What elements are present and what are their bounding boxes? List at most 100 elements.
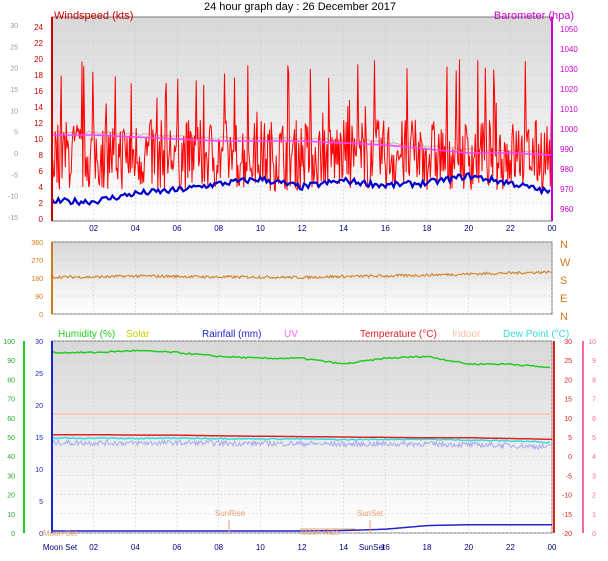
temperature-tick: 5: [568, 435, 572, 442]
barometer-tick: 1030: [560, 65, 578, 74]
windspeed-tick: 6: [39, 167, 44, 176]
x-tick-label: 22: [506, 543, 515, 552]
direction-tick: 360: [31, 240, 43, 247]
temperature-tick: 25: [564, 358, 572, 365]
windspeed-tick: 22: [34, 39, 43, 48]
windspeed-tick: 0: [39, 215, 44, 224]
x-tick-label: 00: [548, 224, 557, 233]
barometer-tick: 990: [560, 145, 574, 154]
x-tick-label: 20: [464, 224, 473, 233]
x-tick-label: 18: [423, 543, 432, 552]
windspeed-tick: 10: [34, 135, 43, 144]
uv-tick: 0: [592, 531, 596, 538]
barometer-tick: 1050: [560, 25, 578, 34]
left-outer-tick: -15: [8, 215, 18, 222]
uv-tick: 1: [592, 512, 596, 519]
x-tick-label: 08: [214, 543, 223, 552]
x-tick-label: 06: [173, 224, 182, 233]
barometer-tick: 1000: [560, 125, 578, 134]
legend-item: Solar: [126, 329, 150, 340]
x-tick-label: 10: [256, 224, 265, 233]
climate-panel-grid: [51, 340, 553, 534]
wind-average-line: [51, 171, 551, 207]
legend-item: Rainfall (mm): [202, 329, 261, 340]
x-tick-label: 16: [381, 224, 390, 233]
uv-tick: 4: [592, 454, 596, 461]
uv-tick: 10: [588, 339, 596, 346]
x-tick-label: 08: [214, 224, 223, 233]
humidity-tick: 30: [7, 473, 15, 480]
temperature-tick: -15: [562, 512, 572, 519]
x-tick-label: 02: [89, 543, 98, 552]
windspeed-tick: 14: [34, 103, 43, 112]
temperature-tick: 15: [564, 397, 572, 404]
x-tick-label: 10: [256, 543, 265, 552]
direction-tick: 90: [35, 294, 43, 301]
x-tick-label: 12: [298, 543, 307, 552]
rainfall-tick: 30: [35, 339, 43, 346]
legend-item: Indoor: [452, 329, 481, 340]
annotation-label: SunRise: [215, 509, 246, 518]
direction-tick: 180: [31, 276, 43, 283]
compass-tick: N: [560, 311, 568, 323]
windspeed-tick: 20: [34, 55, 43, 64]
x-tick-label: 14: [339, 543, 348, 552]
barometer-axis-title: Barometer (hpa): [494, 10, 574, 22]
left-outer-tick: 10: [10, 108, 18, 115]
grey-line: [51, 438, 552, 451]
temperature-tick: 0: [568, 454, 572, 461]
temperature-tick: 10: [564, 416, 572, 423]
uv-tick: 7: [592, 397, 596, 404]
climate-panel-series: [51, 349, 553, 532]
direction-tick: 270: [31, 258, 43, 265]
barometer-line: [52, 134, 553, 156]
humidity-tick: 40: [7, 454, 15, 461]
wind-direction-line: [51, 270, 552, 280]
x-tick-label: 00: [548, 543, 557, 552]
x-tick-label: 22: [506, 224, 515, 233]
compass-tick: W: [560, 257, 571, 269]
direction-tick: 0: [39, 312, 43, 319]
left-outer-tick: 0: [14, 151, 18, 158]
windspeed-tick: 8: [39, 151, 44, 160]
temperature-tick: -10: [562, 493, 572, 500]
climate-legend: Humidity (%) Solar Rainfall (mm) UV Temperat…: [58, 329, 569, 340]
moon-set-label: Moon Set: [43, 543, 78, 552]
uv-tick: 3: [592, 473, 596, 480]
compass-tick: N: [560, 239, 568, 251]
windspeed-tick: 4: [39, 183, 44, 192]
temperature-tick: -20: [562, 531, 572, 538]
legend-item: Humidity (%): [58, 329, 115, 340]
annotation-label: SunSet: [357, 509, 384, 518]
windspeed-tick: 18: [34, 71, 43, 80]
temperature-tick: 20: [564, 377, 572, 384]
legend-item: Dew Point (°C): [503, 329, 569, 340]
legend-item: Temperature (°C): [360, 329, 437, 340]
rainfall-tick: 15: [35, 435, 43, 442]
rainfall-line: [52, 523, 552, 532]
direction-panel-series: [51, 270, 552, 280]
temperature-tick: 30: [564, 339, 572, 346]
climate-panel-axes: 0102030405060708090100051015202530-20-15…: [3, 339, 596, 552]
rainfall-tick: 25: [35, 371, 43, 378]
x-tick-label: 06: [173, 543, 182, 552]
uv-tick: 9: [592, 358, 596, 365]
humidity-tick: 90: [7, 358, 15, 365]
rainfall-tick: 20: [35, 403, 43, 410]
x-tick-label: 04: [131, 543, 140, 552]
humidity-line: [51, 349, 551, 369]
windspeed-axis-title: Windspeed (kts): [54, 10, 133, 22]
sunset-label: SunSet: [359, 543, 386, 552]
left-outer-tick: 25: [10, 44, 18, 51]
left-outer-tick: 20: [10, 66, 18, 73]
humidity-tick: 50: [7, 435, 15, 442]
humidity-tick: 60: [7, 416, 15, 423]
barometer-tick: 980: [560, 165, 574, 174]
uv-tick: 6: [592, 416, 596, 423]
climate-annotations: SunRise SunSet Moon Set Moon Rise: [43, 509, 384, 538]
humidity-tick: 20: [7, 493, 15, 500]
windspeed-tick: 16: [34, 87, 43, 96]
humidity-tick: 0: [11, 531, 15, 538]
